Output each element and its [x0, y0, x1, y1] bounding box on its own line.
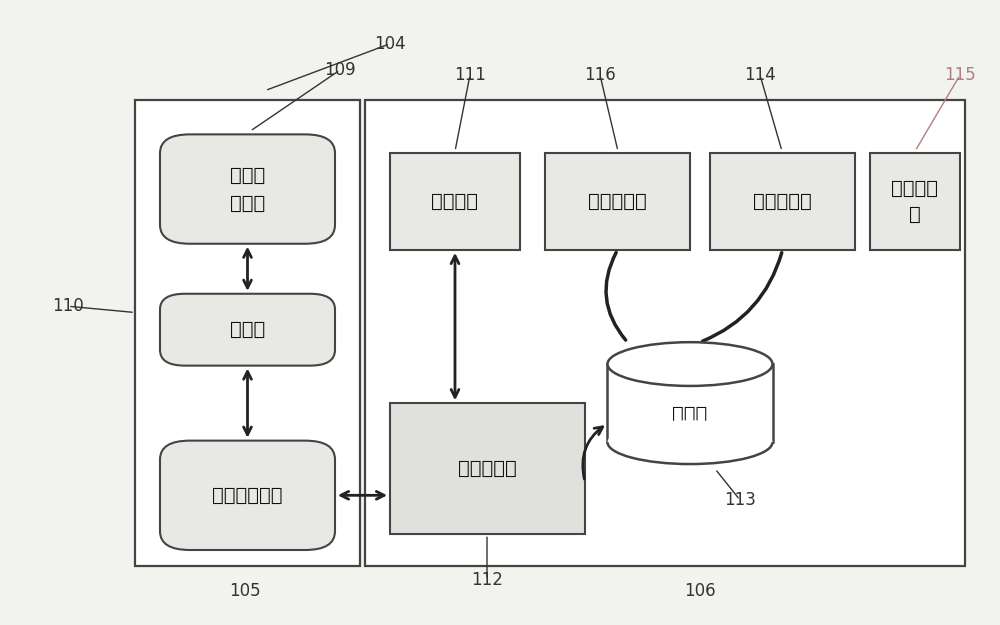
- Text: 104: 104: [374, 35, 406, 52]
- Text: 110: 110: [52, 298, 84, 315]
- Bar: [870, 153, 960, 250]
- Bar: [710, 153, 855, 250]
- Text: 116: 116: [584, 66, 616, 84]
- Text: 存储器: 存储器: [672, 404, 708, 424]
- Text: 113: 113: [724, 491, 756, 509]
- Bar: [545, 153, 690, 250]
- Bar: [390, 403, 585, 534]
- Text: 115: 115: [944, 66, 976, 84]
- Text: 风力传感器: 风力传感器: [588, 192, 647, 211]
- Text: 106: 106: [684, 582, 716, 599]
- FancyBboxPatch shape: [160, 134, 335, 244]
- Text: 105: 105: [229, 582, 261, 599]
- FancyBboxPatch shape: [160, 294, 335, 366]
- Text: 111: 111: [454, 66, 486, 84]
- Text: 无线充电模块: 无线充电模块: [212, 486, 283, 505]
- Ellipse shape: [608, 342, 772, 386]
- Text: 温度传感器: 温度传感器: [753, 192, 812, 211]
- Ellipse shape: [608, 420, 772, 464]
- Bar: [365, 100, 965, 566]
- FancyBboxPatch shape: [160, 441, 335, 550]
- Bar: [390, 153, 520, 250]
- Text: 112: 112: [471, 571, 503, 589]
- Text: 114: 114: [744, 66, 776, 84]
- Bar: [607, 342, 772, 442]
- Text: 中央处理器: 中央处理器: [458, 459, 517, 478]
- Bar: [135, 100, 360, 566]
- Text: 109: 109: [324, 61, 356, 79]
- Text: 湿度传感
器: 湿度传感 器: [892, 179, 938, 224]
- Text: 蓄电池: 蓄电池: [230, 320, 265, 339]
- Text: 通讯模块: 通讯模块: [432, 192, 479, 211]
- Text: 太阳能
控制器: 太阳能 控制器: [230, 166, 265, 212]
